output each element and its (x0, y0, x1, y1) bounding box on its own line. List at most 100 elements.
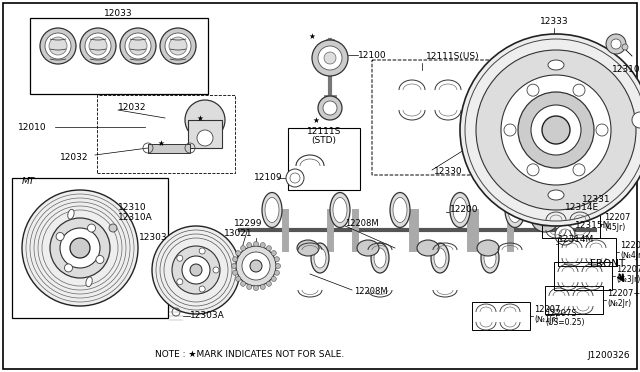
Circle shape (611, 39, 621, 49)
Circle shape (260, 285, 266, 289)
Text: 12207+A: 12207+A (607, 289, 640, 298)
Ellipse shape (390, 192, 410, 228)
Circle shape (109, 224, 117, 232)
Ellipse shape (434, 248, 446, 268)
Circle shape (573, 84, 585, 96)
Circle shape (260, 243, 266, 248)
Circle shape (177, 255, 183, 261)
Circle shape (318, 46, 342, 70)
Text: 12207: 12207 (620, 241, 640, 250)
Circle shape (65, 264, 72, 272)
Text: 12032: 12032 (118, 103, 147, 112)
Circle shape (50, 218, 110, 278)
Circle shape (199, 286, 205, 292)
Circle shape (232, 263, 237, 269)
Circle shape (286, 169, 304, 187)
Circle shape (172, 246, 220, 294)
Circle shape (242, 252, 270, 280)
Circle shape (185, 100, 225, 140)
Text: 12310A: 12310A (612, 65, 640, 74)
Circle shape (213, 267, 219, 273)
Bar (554, 262, 612, 290)
Ellipse shape (265, 198, 279, 222)
Text: 12208M: 12208M (354, 288, 388, 296)
Circle shape (232, 270, 237, 275)
Circle shape (271, 251, 276, 256)
Circle shape (606, 34, 626, 54)
Circle shape (527, 84, 539, 96)
Circle shape (241, 281, 246, 286)
Circle shape (199, 248, 205, 254)
Circle shape (177, 279, 183, 285)
Circle shape (49, 37, 67, 55)
Ellipse shape (262, 192, 282, 228)
Bar (472, 302, 530, 330)
Circle shape (632, 112, 640, 128)
Circle shape (169, 37, 187, 55)
Text: (№1Jr): (№1Jr) (534, 315, 558, 324)
Text: 13021: 13021 (224, 230, 252, 238)
Circle shape (40, 28, 76, 64)
Text: J1200326: J1200326 (588, 352, 630, 360)
Ellipse shape (548, 190, 564, 200)
Circle shape (622, 44, 628, 50)
Bar (288, 128, 360, 190)
Circle shape (197, 130, 213, 146)
Ellipse shape (297, 240, 319, 256)
Text: 12310: 12310 (118, 203, 147, 212)
Ellipse shape (357, 240, 379, 256)
Circle shape (275, 257, 280, 262)
Circle shape (165, 33, 191, 59)
Text: 12100: 12100 (358, 51, 387, 60)
Circle shape (324, 52, 336, 64)
Circle shape (89, 37, 107, 55)
Circle shape (236, 246, 276, 286)
Circle shape (241, 246, 246, 251)
Circle shape (125, 33, 151, 59)
Text: 12314M: 12314M (558, 235, 595, 244)
Ellipse shape (481, 243, 499, 273)
Circle shape (290, 173, 300, 183)
Text: ★: ★ (157, 138, 164, 148)
Circle shape (573, 164, 585, 176)
Ellipse shape (374, 248, 386, 268)
Text: ★: ★ (312, 115, 319, 125)
Circle shape (182, 256, 210, 284)
Circle shape (460, 34, 640, 226)
Text: 12303A: 12303A (190, 311, 225, 321)
Ellipse shape (311, 243, 329, 273)
Text: ★: ★ (308, 32, 316, 41)
Circle shape (70, 238, 90, 258)
Ellipse shape (417, 240, 439, 256)
Text: (STD): (STD) (312, 135, 337, 144)
Text: 12111S: 12111S (307, 128, 341, 137)
Circle shape (250, 260, 262, 272)
Circle shape (236, 276, 241, 282)
Circle shape (22, 190, 138, 306)
Bar (30, 18, 208, 94)
Text: 12109: 12109 (254, 173, 283, 183)
Ellipse shape (508, 198, 522, 222)
Bar (188, 120, 222, 148)
Text: 12207: 12207 (534, 305, 561, 314)
Text: NOTE : ★MARK INDICATES NOT FOR SALE.: NOTE : ★MARK INDICATES NOT FOR SALE. (155, 350, 344, 359)
Circle shape (190, 264, 202, 276)
Circle shape (501, 75, 611, 185)
Circle shape (271, 276, 276, 282)
Ellipse shape (484, 248, 496, 268)
Text: 12333: 12333 (540, 17, 568, 26)
Text: 12032: 12032 (60, 154, 88, 163)
Bar (148, 144, 190, 153)
Circle shape (152, 226, 240, 314)
Text: 12208M: 12208M (345, 218, 379, 228)
Ellipse shape (330, 192, 350, 228)
Circle shape (60, 228, 100, 268)
Bar (545, 286, 603, 314)
Circle shape (160, 28, 196, 64)
Text: 12207+A: 12207+A (616, 266, 640, 275)
Text: 12207: 12207 (604, 214, 630, 222)
Ellipse shape (431, 243, 449, 273)
Text: 12330: 12330 (434, 167, 463, 176)
Ellipse shape (505, 192, 525, 228)
Circle shape (318, 96, 342, 120)
